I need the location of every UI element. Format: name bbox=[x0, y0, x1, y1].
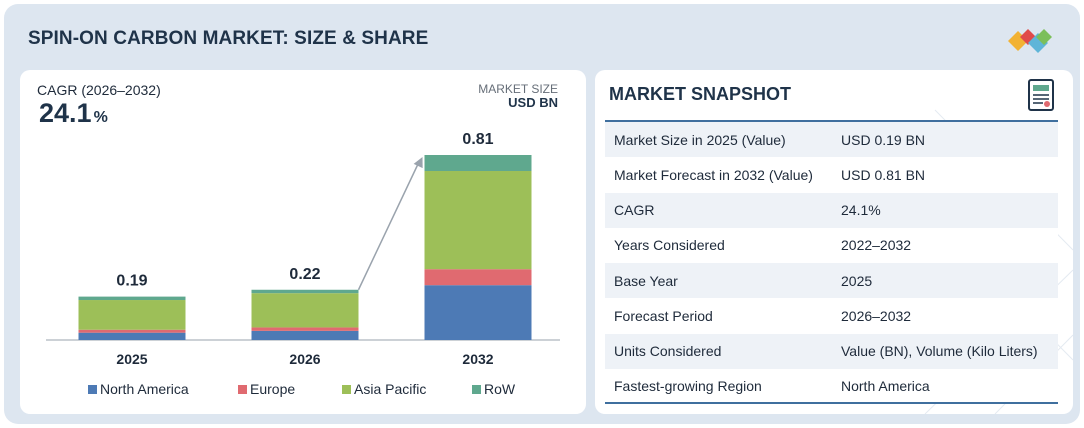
market-size-unit: USD BN bbox=[508, 95, 558, 110]
stacked-bar-chart: 0.19 2025 0.22 2026 0.81 2032 North America Eur… bbox=[46, 131, 560, 397]
bar-segment-row-2032 bbox=[424, 155, 532, 171]
snapshot-value: USD 0.19 BN bbox=[841, 131, 926, 148]
legend-swatch bbox=[342, 385, 351, 394]
bar-segment-europe-2026 bbox=[251, 327, 359, 331]
x-tick-label: 2026 bbox=[289, 351, 320, 367]
snapshot-key: Years Considered bbox=[614, 237, 725, 254]
growth-arrow-head-icon bbox=[413, 157, 423, 169]
bar-total-label: 0.81 bbox=[462, 131, 493, 148]
snapshot-row: Units Considered Value (BN), Volume (Kilo… bbox=[605, 333, 1058, 369]
legend-swatch bbox=[472, 385, 481, 394]
report-document-icon bbox=[1028, 79, 1054, 111]
snapshot-key: Market Forecast in 2032 (Value) bbox=[614, 166, 813, 183]
infographic-frame: SPIN-ON CARBON MARKET: SIZE & SHARE CAGR… bbox=[4, 4, 1080, 424]
bar-segment-north-america-2026 bbox=[251, 330, 359, 340]
snapshot-table: Market Size in 2025 (Value) USD 0.19 BN Ma… bbox=[605, 120, 1058, 404]
snapshot-key: Base Year bbox=[614, 272, 678, 289]
bar-segment-asia-pacific-2025 bbox=[78, 300, 186, 330]
snapshot-value: North America bbox=[841, 378, 930, 395]
snapshot-key: Fastest-growing Region bbox=[614, 378, 762, 395]
snapshot-row: Years Considered 2022–2032 bbox=[605, 227, 1058, 263]
bar-segment-row-2025 bbox=[78, 296, 186, 301]
legend-label: RoW bbox=[484, 381, 516, 397]
snapshot-row: Market Size in 2025 (Value) USD 0.19 BN bbox=[605, 122, 1058, 158]
cagr-unit: % bbox=[93, 109, 108, 126]
cagr-value: 24.1% bbox=[39, 98, 108, 129]
cagr-number: 24.1 bbox=[39, 98, 92, 128]
growth-arrow-line bbox=[357, 162, 420, 291]
bar-segment-europe-2032 bbox=[424, 269, 532, 286]
snapshot-value: 2022–2032 bbox=[841, 237, 912, 254]
bar-segment-asia-pacific-2032 bbox=[424, 170, 532, 270]
snapshot-row: Market Forecast in 2032 (Value) USD 0.81 … bbox=[605, 157, 1058, 193]
legend-swatch bbox=[88, 385, 97, 394]
snapshot-key: Forecast Period bbox=[614, 307, 713, 324]
snapshot-value: 2026–2032 bbox=[841, 307, 912, 324]
snapshot-row: Forecast Period 2026–2032 bbox=[605, 298, 1058, 334]
snapshot-value: USD 0.81 BN bbox=[841, 166, 926, 183]
legend-label: Europe bbox=[250, 381, 295, 397]
snapshot-value: 2025 bbox=[841, 272, 873, 289]
snapshot-row: CAGR 24.1% bbox=[605, 192, 1058, 228]
bar-segment-row-2026 bbox=[251, 289, 359, 294]
snapshot-row: Base Year 2025 bbox=[605, 263, 1058, 299]
market-size-caption: MARKET SIZE bbox=[478, 82, 558, 96]
bar-segment-asia-pacific-2026 bbox=[251, 293, 359, 328]
snapshot-key: Units Considered bbox=[614, 343, 722, 360]
snapshot-key: CAGR bbox=[614, 202, 655, 219]
x-tick-label: 2032 bbox=[462, 351, 493, 367]
cagr-label: CAGR (2026–2032) bbox=[37, 82, 161, 98]
snapshot-key: Market Size in 2025 (Value) bbox=[614, 131, 786, 148]
bar-total-label: 0.19 bbox=[116, 273, 147, 290]
bar-segment-europe-2025 bbox=[78, 329, 186, 333]
snapshot-value: Value (BN), Volume (Kilo Liters) bbox=[841, 343, 1038, 360]
brand-diamond-logo bbox=[1008, 29, 1052, 53]
snapshot-value: 24.1% bbox=[841, 202, 881, 219]
market-size-label: MARKET SIZE USD BN bbox=[478, 82, 558, 110]
x-tick-label: 2025 bbox=[116, 351, 147, 367]
bar-total-label: 0.22 bbox=[289, 266, 320, 283]
table-bottom-rule bbox=[605, 402, 1058, 404]
market-snapshot-panel: MARKET SNAPSHOT Market Size in 2025 (Val… bbox=[595, 70, 1073, 414]
market-size-panel: CAGR (2026–2032) 24.1% MARKET SIZE USD B… bbox=[20, 70, 586, 414]
page-title: SPIN-ON CARBON MARKET: SIZE & SHARE bbox=[28, 28, 429, 49]
bar-segment-north-america-2025 bbox=[78, 332, 186, 340]
legend-swatch bbox=[238, 385, 247, 394]
snapshot-row: Fastest-growing Region North America bbox=[605, 368, 1058, 404]
snapshot-title: MARKET SNAPSHOT bbox=[609, 84, 792, 104]
legend-label: North America bbox=[100, 381, 189, 397]
legend-label: Asia Pacific bbox=[354, 381, 426, 397]
bar-segment-north-america-2032 bbox=[424, 285, 532, 340]
